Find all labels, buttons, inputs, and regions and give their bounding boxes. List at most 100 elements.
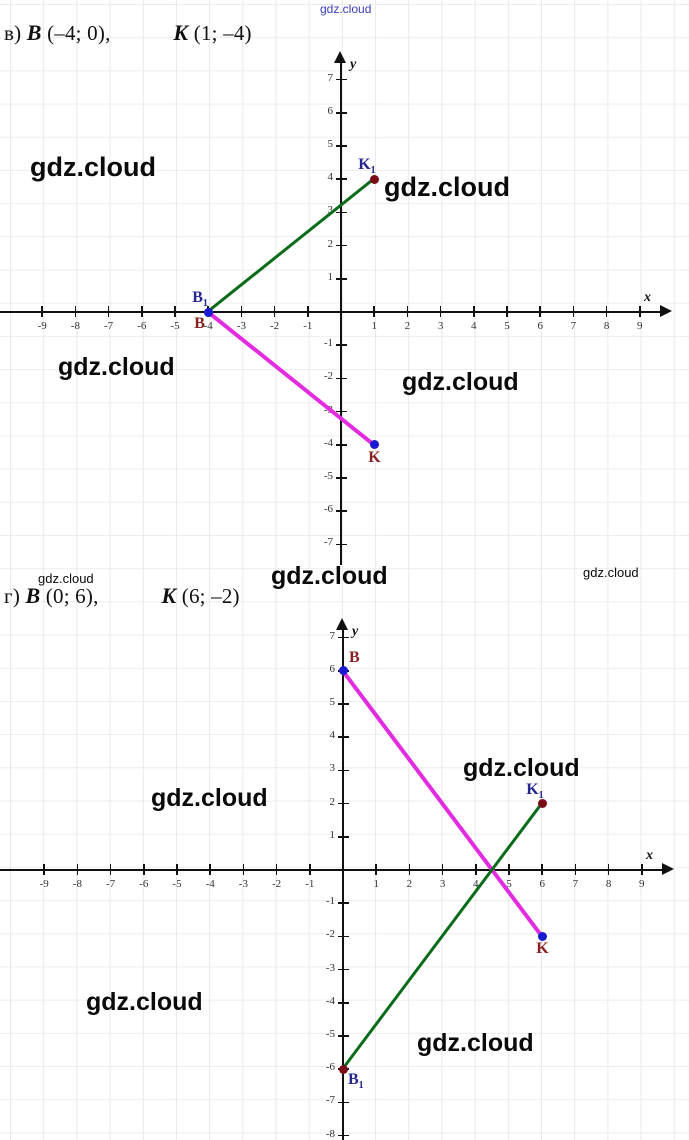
watermark: gdz.cloud [417,1029,534,1057]
x-tick-label: -7 [104,320,114,332]
y-tick-label: -6 [325,1061,335,1074]
x-tick-label: 7 [570,320,577,332]
y-tick [338,636,349,639]
y-tick-label: 3 [329,762,336,775]
y-axis-arrow [334,51,346,63]
problem-heading-v: в) B (–4; 0), K (1; –4) [4,20,252,46]
problem-v-coords-k: (1; –4) [193,21,252,45]
point-marker-k1 [369,174,379,184]
x-tick [107,306,110,317]
y-tick-label: -2 [323,370,333,383]
y-tick-label: 6 [329,662,336,675]
problem-label-g: г) [4,584,21,608]
y-tick-label: -5 [323,470,333,482]
x-tick [508,864,510,875]
y-tick [336,543,347,546]
x-axis-label: x [646,848,653,863]
x-tick-label: -6 [139,878,149,890]
x-axis [0,311,660,314]
x-tick [143,864,145,875]
y-tick [336,377,347,380]
x-tick [541,864,543,875]
x-tick [373,306,375,317]
segment-b1-k1 [207,177,376,314]
y-tick-label: -7 [325,1094,335,1107]
point-marker-b1 [203,307,213,317]
y-axis [342,630,345,1140]
y-tick [336,112,347,114]
y-tick-label: 1 [329,828,336,841]
y-tick [338,703,349,705]
point-marker-b1 [338,1064,348,1074]
x-tick-label: 4 [471,320,477,332]
problem-g-point-b: B [25,583,41,608]
y-tick [336,178,347,180]
point-label-k: K [368,448,381,466]
x-tick [406,306,409,317]
x-axis-label: x [644,290,651,305]
point-label-b: B [194,315,205,332]
y-tick-label: -7 [323,536,333,549]
point-label-k1: K1 [526,780,544,801]
x-tick [109,864,112,875]
x-tick [574,864,577,875]
x-tick [41,306,43,317]
y-tick-label: 2 [327,237,334,250]
point-marker-k1 [537,799,547,809]
x-tick [76,864,79,875]
y-tick [336,510,347,512]
x-tick-label: 7 [572,878,579,890]
y-tick-label: -3 [325,961,335,974]
x-tick-label: -1 [305,878,315,890]
point-marker-k [369,440,379,450]
watermark: gdz.cloud [58,353,175,381]
x-axis-arrow [660,305,672,317]
x-tick-label: 2 [404,320,411,332]
point-label-k1: K1 [358,156,376,177]
y-tick [338,902,349,904]
x-tick-label: 2 [406,878,413,890]
problem-g-coords-b: (0; 6), [45,584,99,608]
watermark: gdz.cloud [38,571,94,586]
x-tick [273,306,276,317]
watermark: gdz.cloud [271,562,388,590]
coordinate-plane-g: x y -9 -8 -7 -6 -5 -4 -3 -2 -1 1 2 3 4 5 6 7 8 9 -8 -7 -6 -5 -4 -… [0,618,689,1140]
x-tick [174,306,176,317]
y-tick [338,769,349,772]
watermark: gdz.cloud [384,172,510,202]
y-tick [338,836,349,838]
y-axis-arrow [336,618,348,630]
y-tick-label: 5 [327,138,334,150]
watermark: gdz.cloud [320,2,372,16]
x-tick [209,864,211,875]
x-tick [439,306,442,317]
y-tick [336,278,347,280]
coordinate-plane-v: xy-9-8-7-6-5-4-3-2-1123456789-7-6-5-4-3-… [0,51,689,565]
x-axis-arrow [662,863,674,875]
y-tick-label: 5 [329,696,336,708]
y-tick-label: -4 [325,994,335,1007]
y-tick-label: 6 [327,104,334,117]
x-tick [408,864,411,875]
problem-v-point-b: B [26,20,42,45]
x-tick-label: -4 [205,878,215,890]
y-tick [338,1035,349,1037]
y-tick [338,1134,349,1137]
x-tick [506,306,508,317]
x-tick-label: -8 [70,320,80,332]
x-tick [473,306,475,317]
x-tick [275,864,278,875]
y-tick [336,244,347,247]
y-tick-label: 2 [329,795,336,808]
x-tick-label: 6 [539,878,545,890]
x-tick [375,864,377,875]
point-label-b1: B1 [192,289,208,310]
x-tick-label: 3 [439,878,446,890]
y-axis-label: y [350,57,357,72]
x-tick-label: -7 [106,878,116,890]
x-tick-label: -3 [238,878,248,890]
x-tick-label: 8 [605,878,612,890]
point-label-b: B [349,648,360,666]
